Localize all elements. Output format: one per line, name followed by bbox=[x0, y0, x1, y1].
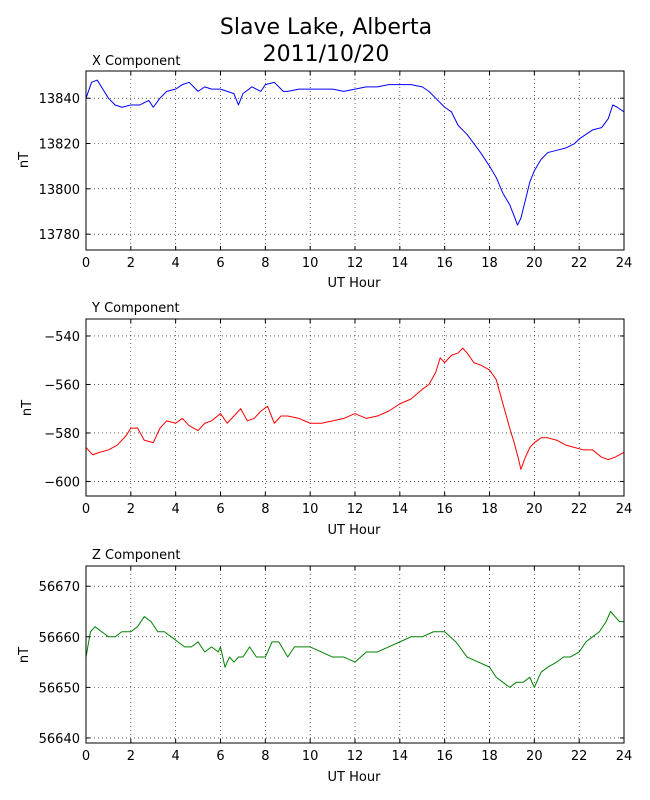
y-tick-label: 13800 bbox=[39, 183, 80, 198]
x-tick-label: 24 bbox=[616, 502, 633, 517]
y-axis-label: nT bbox=[17, 647, 32, 663]
panel-title: X Component bbox=[92, 54, 181, 69]
series-line bbox=[85, 611, 624, 688]
x-tick-label: 2 bbox=[127, 749, 135, 764]
x-axis-label: UT Hour bbox=[328, 770, 382, 785]
y-tick-label: 13780 bbox=[39, 228, 80, 243]
series-line bbox=[85, 347, 625, 470]
x-tick-label: 4 bbox=[172, 749, 180, 764]
panel-z-component: Z Component UT Hour nT 0 2 4 6 8 10 12 14 16 18 20… bbox=[17, 548, 632, 785]
x-tick-label: 10 bbox=[302, 749, 319, 764]
x-tick-label: 20 bbox=[526, 749, 543, 764]
x-tick-label: 20 bbox=[526, 502, 543, 517]
x-tick-label: 12 bbox=[347, 502, 364, 517]
plot-area: 0 2 4 6 8 10 12 14 16 18 20 22 241378013800138201384… bbox=[39, 70, 633, 271]
y-tick-label: 13820 bbox=[39, 138, 80, 153]
panel-title: Z Component bbox=[92, 548, 181, 563]
x-tick-label: 2 bbox=[127, 256, 135, 271]
x-tick-label: 16 bbox=[436, 256, 453, 271]
series-line bbox=[85, 79, 625, 226]
x-tick-label: 14 bbox=[392, 256, 409, 271]
x-tick-label: 10 bbox=[302, 256, 319, 271]
figure-title-line1: Slave Lake, Alberta bbox=[220, 15, 432, 40]
y-tick-label: 56660 bbox=[39, 631, 80, 646]
plot-area: 0 2 4 6 8 10 12 14 16 18 20 22 24−540−560−580−600 bbox=[44, 318, 633, 517]
y-tick-label: 56640 bbox=[39, 732, 80, 747]
panel-y-component: Y Component UT Hour nT 0 2 4 6 8 10 12 14 16 18 20… bbox=[20, 301, 632, 538]
y-tick-label: 13840 bbox=[39, 92, 80, 107]
x-tick-label: 6 bbox=[216, 502, 224, 517]
x-tick-label: 18 bbox=[481, 256, 498, 271]
x-tick-label: 12 bbox=[347, 256, 364, 271]
figure-title-line2: 2011/10/20 bbox=[263, 42, 390, 67]
x-tick-label: 22 bbox=[571, 749, 588, 764]
x-tick-label: 16 bbox=[436, 749, 453, 764]
x-tick-label: 14 bbox=[392, 749, 409, 764]
panel-title: Y Component bbox=[91, 301, 180, 316]
y-tick-label: −560 bbox=[44, 378, 80, 393]
x-tick-label: 12 bbox=[347, 749, 364, 764]
x-tick-label: 6 bbox=[216, 256, 224, 271]
x-tick-label: 20 bbox=[526, 256, 543, 271]
x-tick-label: 24 bbox=[616, 256, 633, 271]
x-axis-label: UT Hour bbox=[328, 276, 382, 291]
x-tick-label: 6 bbox=[216, 749, 224, 764]
x-tick-label: 14 bbox=[392, 502, 409, 517]
y-axis-label: nT bbox=[20, 400, 35, 416]
y-tick-label: −600 bbox=[44, 475, 80, 490]
x-tick-label: 24 bbox=[616, 749, 633, 764]
x-tick-label: 0 bbox=[82, 749, 90, 764]
x-tick-label: 4 bbox=[172, 256, 180, 271]
plot-area: 0 2 4 6 8 10 12 14 16 18 20 22 245664056650566605667… bbox=[39, 565, 633, 764]
x-tick-label: 8 bbox=[261, 749, 269, 764]
x-axis-label: UT Hour bbox=[328, 523, 382, 538]
y-tick-label: 56670 bbox=[39, 580, 80, 595]
y-tick-label: −540 bbox=[44, 330, 80, 345]
x-tick-label: 22 bbox=[571, 256, 588, 271]
y-tick-label: 56650 bbox=[39, 681, 80, 696]
y-tick-label: −580 bbox=[44, 427, 80, 442]
x-tick-label: 4 bbox=[172, 502, 180, 517]
x-tick-label: 2 bbox=[127, 502, 135, 517]
x-tick-label: 8 bbox=[261, 256, 269, 271]
x-tick-label: 22 bbox=[571, 502, 588, 517]
x-tick-label: 18 bbox=[481, 502, 498, 517]
panel-x-component: X Component UT Hour nT 0 2 4 6 8 10 12 14 16 18 20… bbox=[17, 54, 632, 291]
x-tick-label: 0 bbox=[82, 502, 90, 517]
x-tick-label: 18 bbox=[481, 749, 498, 764]
x-tick-label: 8 bbox=[261, 502, 269, 517]
y-axis-label: nT bbox=[17, 152, 32, 168]
x-tick-label: 0 bbox=[82, 256, 90, 271]
x-tick-label: 16 bbox=[436, 502, 453, 517]
x-tick-label: 10 bbox=[302, 502, 319, 517]
